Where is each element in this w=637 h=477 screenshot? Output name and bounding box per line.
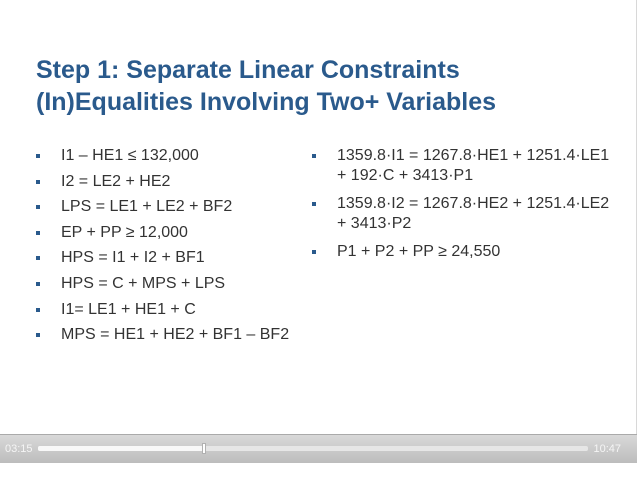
square-bullet-icon [36,154,40,158]
playback-control-bar: 03:15 10:47 [0,434,637,463]
list-item: I1 – HE1 ≤ 132,000 [36,146,296,166]
slide-area: Step 1: Separate Linear Constraints (In)… [36,0,637,434]
square-bullet-icon [312,202,316,206]
square-bullet-icon [312,250,316,254]
slide-title: Step 1: Separate Linear Constraints (In)… [36,54,616,118]
constraint-text: I1= LE1 + HE1 + C [61,300,196,318]
constraint-text: 1359.8·I1 = 1267.8·HE1 + 1251.4·LE1 + 19… [337,147,610,184]
current-time-label: 03:15 [5,443,33,455]
list-item: MPS = HE1 + HE2 + BF1 – BF2 [36,325,296,345]
list-item: LPS = LE1 + LE2 + BF2 [36,197,296,217]
slide-title-line-1: Step 1: Separate Linear Constraints [36,56,460,84]
list-item: 1359.8·I1 = 1267.8·HE1 + 1251.4·LE1 + 19… [312,146,612,186]
seek-progress-fill [38,446,204,451]
square-bullet-icon [36,256,40,261]
list-item: 1359.8·I2 = 1267.8·HE2 + 1251.4·LE2 + 34… [312,194,612,234]
constraint-text: 1359.8·I2 = 1267.8·HE2 + 1251.4·LE2 + 34… [337,195,610,232]
square-bullet-icon [36,333,40,338]
left-constraint-list: I1 – HE1 ≤ 132,000 I2 = LE2 + HE2 LPS = … [36,146,296,351]
constraint-text: MPS = HE1 + HE2 + BF1 – BF2 [61,326,290,344]
constraint-text: EP + PP ≥ 12,000 [61,223,188,241]
square-bullet-icon [36,230,40,235]
list-item: P1 + P2 + PP ≥ 24,550 [312,242,612,262]
square-bullet-icon [36,179,40,184]
list-item: I1= LE1 + HE1 + C [36,300,296,320]
list-item: EP + PP ≥ 12,000 [36,223,296,243]
right-constraint-list: 1359.8·I1 = 1267.8·HE1 + 1251.4·LE1 + 19… [312,146,612,270]
constraint-text: P1 + P2 + PP ≥ 24,550 [337,243,501,260]
constraint-text: HPS = C + MPS + LPS [61,274,226,292]
slide-title-line-2: (In)Equalities Involving Two+ Variables [36,88,497,116]
constraint-text: LPS = LE1 + LE2 + BF2 [61,198,233,216]
seek-bar[interactable] [38,443,588,454]
list-item: HPS = C + MPS + LPS [36,274,296,294]
list-item: HPS = I1 + I2 + BF1 [36,248,296,268]
square-bullet-icon [36,205,40,210]
bottom-margin [0,463,637,477]
constraint-text: I2 = LE2 + HE2 [61,172,171,190]
square-bullet-icon [36,307,40,312]
seek-handle[interactable] [201,443,206,454]
square-bullet-icon [312,154,316,158]
list-item: I2 = LE2 + HE2 [36,172,296,192]
total-time-label: 10:47 [593,443,621,455]
square-bullet-icon [36,281,40,286]
constraint-text: HPS = I1 + I2 + BF1 [61,249,205,267]
constraint-text: I1 – HE1 ≤ 132,000 [61,147,199,164]
